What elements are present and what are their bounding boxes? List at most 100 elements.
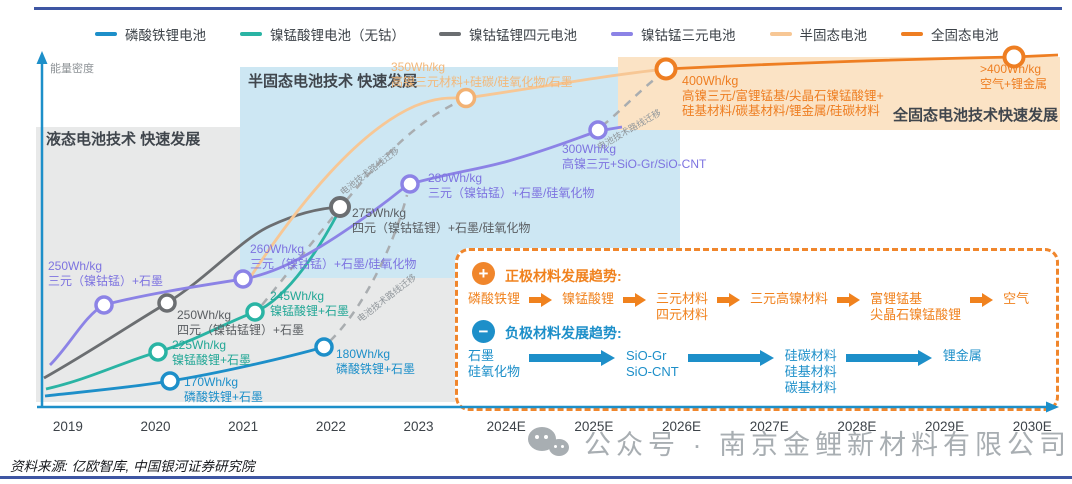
legend-label: 全固态电池	[931, 28, 999, 43]
legend-label: 镍锰酸锂电池（无钴）	[270, 28, 405, 43]
x-tick: 2020	[140, 419, 171, 434]
bottom-rule	[0, 476, 1072, 479]
arrow-right-icon	[717, 293, 741, 307]
point-materials: 镍锰酸锂+石墨	[172, 353, 252, 367]
x-tick: 2030E	[1012, 419, 1052, 434]
chart-legend: 磷酸铁锂电池 镍锰酸锂电池（无钴） 镍钴锰锂四元电池 镍钴锰三元电池 半固态电池…	[95, 24, 999, 44]
annotation-ncm-250: 250Wh/kg 三元（镍钴锰）+石墨	[48, 259, 163, 289]
x-tick: 2019	[52, 419, 83, 434]
region-title-solid: 全固态电池技术快速发展	[893, 107, 1059, 124]
x-tick: 2026E	[662, 419, 702, 434]
x-tick: 2027E	[749, 419, 789, 434]
point-value: 350Wh/kg	[391, 60, 446, 74]
material-trend-box: + 正极材料发展趋势: 磷酸铁锂 镍锰酸锂 三元材料 四元材料 三元高镍材料 富…	[455, 248, 1059, 411]
anode-trend-title: 负极材料发展趋势:	[505, 325, 622, 341]
annotation-semisolid-350: 350Wh/kg 高镍三元材料+硅碳/硅氧化物/石墨	[391, 60, 573, 90]
cathode-step: 空气	[1003, 291, 1030, 306]
cathode-step: 三元高镍材料	[750, 291, 829, 306]
point-materials: 三元（镍钴锰）+石墨/硅氧化物	[428, 186, 595, 200]
x-axis-ticks: 2019 2020 2021 2022 2023 2024E 2025E 202…	[24, 419, 1072, 434]
cathode-trend-title: 正极材料发展趋势:	[505, 268, 622, 284]
annotation-quad-275: 275Wh/kg 四元（镍钴锰锂）+石墨/硅氧化物	[352, 206, 530, 236]
annotation-lnmo-245: 245Wh/kg 镍锰酸锂+石墨	[270, 289, 349, 319]
annotation-allsolid-400plus: >400Wh/kg 空气+锂金属	[980, 62, 1047, 92]
legend-dash-icon	[769, 32, 792, 36]
point-materials: 四元（镍钴锰锂）+石墨/硅氧化物	[352, 221, 531, 235]
arrow-right-icon	[623, 293, 647, 307]
point-value: 250Wh/kg	[48, 259, 103, 273]
point-value: >400Wh/kg	[980, 62, 1042, 76]
point-materials: 高镍三元/富锂锰基/尖晶石镍锰酸锂+	[682, 89, 884, 103]
point-value: 180Wh/kg	[336, 347, 391, 361]
legend-item-quad: 镍钴锰锂四元电池	[439, 24, 577, 44]
arrow-right-icon	[845, 350, 934, 366]
y-axis-label: 能量密度	[50, 63, 94, 75]
x-tick: 2029E	[925, 419, 965, 434]
point-materials: 硅基材料/碳基材料/锂金属/硅碳材料	[682, 104, 880, 118]
legend-dash-icon	[240, 32, 262, 36]
region-title-line: 液态电池技术	[46, 131, 137, 148]
point-materials: 镍锰酸锂+石墨	[270, 304, 350, 318]
legend-item-lfp: 磷酸铁锂电池	[95, 24, 206, 44]
point-materials: 磷酸铁锂+石墨	[336, 362, 416, 376]
point-materials: 磷酸铁锂+石墨	[184, 390, 264, 404]
cathode-step: 镍锰酸锂	[562, 291, 615, 306]
anode-trend-chain: 石墨 硅氧化物 SiO-Gr SiO-CNT 硅碳材料 硅基材料 碳基材料 锂金…	[468, 348, 982, 396]
annotation-lnmo-225: 225Wh/kg 镍锰酸锂+石墨	[172, 338, 251, 368]
legend-item-semisolid: 半固态电池	[769, 24, 868, 44]
cathode-step: 三元材料 四元材料	[656, 291, 709, 322]
annotation-allsolid-400: 400Wh/kg 高镍三元/富锂锰基/尖晶石镍锰酸锂+ 硅基材料/碳基材料/锂金…	[682, 74, 884, 119]
cathode-trend-chain: 磷酸铁锂 镍锰酸锂 三元材料 四元材料 三元高镍材料 富锂锰基 尖晶石镍锰酸锂 …	[468, 291, 1029, 323]
source-note: 资料来源: 亿欧智库, 中国银河证券研究院	[10, 459, 255, 474]
legend-dash-icon	[611, 32, 633, 36]
point-materials: 高镍三元+SiO-Gr/SiO-CNT	[562, 157, 707, 171]
plus-icon: +	[472, 262, 495, 285]
annotation-lfp-170: 170Wh/kg 磷酸铁锂+石墨	[184, 375, 263, 405]
legend-item-allsolid: 全固态电池	[901, 24, 999, 44]
x-tick: 2022	[315, 419, 346, 434]
y-axis-arrow-icon	[36, 51, 48, 64]
region-title-line: 半固态电池技术	[248, 73, 354, 90]
x-tick: 2025E	[574, 419, 614, 434]
region-title-liquid: 液态电池技术 快速发展	[46, 130, 200, 150]
anode-step: SiO-Gr SiO-CNT	[626, 348, 679, 379]
point-value: 225Wh/kg	[172, 338, 227, 352]
point-materials: 三元（镍钴锰）+石墨/硅氧化物	[250, 257, 417, 271]
point-materials: 高镍三元材料+硅碳/硅氧化物/石墨	[391, 75, 573, 89]
legend-label: 半固态电池	[799, 28, 868, 43]
arrow-right-icon	[529, 293, 553, 307]
anode-step: 硅碳材料 硅基材料 碳基材料	[784, 348, 837, 395]
x-tick: 2021	[228, 419, 259, 434]
anode-step: 石墨 硅氧化物	[468, 348, 521, 379]
point-value: 275Wh/kg	[352, 206, 407, 220]
watermark-text: 公众号 · 南京金鲤新材料有限公司	[584, 430, 1071, 460]
point-value: 245Wh/kg	[270, 289, 325, 303]
arrow-right-icon	[529, 350, 617, 366]
point-value: 260Wh/kg	[250, 242, 305, 256]
legend-label: 镍钴锰三元电池	[641, 28, 736, 43]
legend-dash-icon	[439, 32, 461, 36]
annotation-ncm-260: 260Wh/kg 三元（镍钴锰）+石墨/硅氧化物	[250, 242, 416, 272]
wechat-icon	[528, 424, 574, 462]
annotation-ncm-300: 300Wh/kg 高镍三元+SiO-Gr/SiO-CNT	[562, 142, 706, 172]
legend-label: 镍钴锰锂四元电池	[469, 28, 577, 43]
point-materials: 三元（镍钴锰）+石墨	[48, 274, 164, 288]
point-value: 300Wh/kg	[562, 142, 617, 156]
arrow-right-icon	[970, 293, 994, 307]
anode-step: 锂金属	[942, 348, 982, 363]
point-value: 170Wh/kg	[184, 375, 239, 389]
point-value: 400Wh/kg	[682, 74, 739, 88]
cathode-step: 富锂锰基 尖晶石镍锰酸锂	[870, 291, 962, 322]
arrow-right-icon	[687, 350, 776, 366]
annotation-ncm-280: 280Wh/kg 三元（镍钴锰）+石墨/硅氧化物	[428, 171, 594, 201]
region-title-line: 快速发展	[140, 131, 201, 148]
x-tick: 2024E	[486, 419, 526, 434]
legend-dash-icon	[901, 32, 923, 36]
legend-item-lnmo: 镍锰酸锂电池（无钴）	[240, 24, 405, 44]
point-materials: 四元（镍钴锰锂）+石墨	[177, 323, 305, 337]
legend-item-ncm: 镍钴锰三元电池	[611, 24, 736, 44]
legend-label: 磷酸铁锂电池	[125, 28, 206, 43]
point-value: 280Wh/kg	[428, 171, 483, 185]
x-tick: 2023	[403, 419, 434, 434]
arrow-right-icon	[837, 293, 861, 307]
